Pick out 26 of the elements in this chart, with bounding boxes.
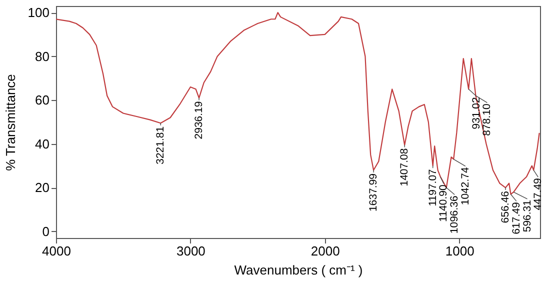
y-tick-label: 0 (42, 224, 50, 239)
annotation: 596.31 (521, 200, 534, 232)
annotation: 1197.07 (426, 168, 439, 206)
y-tick-label: 60 (35, 92, 50, 108)
x-axis-title: Wavenumbers ( cm⁻¹ ) (234, 262, 363, 278)
annotation: 656.46 (500, 190, 512, 224)
x-tick-label: 1000 (445, 244, 474, 258)
y-tick-label: 100 (28, 5, 50, 20)
annotation: 1637.99 (368, 173, 380, 212)
x-tick-label: 2000 (310, 244, 340, 258)
x-tick-label: 4000 (42, 244, 71, 258)
annotation: 1407.08 (398, 148, 411, 186)
annotation: 878.10 (481, 104, 494, 136)
annotation: 617.49 (510, 202, 522, 234)
annotation: 1140.90 (438, 184, 450, 222)
y-tick-label: 40 (35, 136, 50, 152)
annotation: 931.02 (470, 96, 482, 130)
annotation: 1042.74 (459, 167, 472, 206)
y-axis-title: % Transmittance (2, 74, 18, 171)
x-tick-label: 3000 (176, 244, 206, 258)
y-tick-label: 80 (35, 48, 50, 64)
annotation: 1096.36 (448, 195, 461, 234)
y-tick-label: 20 (35, 180, 50, 196)
annotation: 2936.19 (193, 101, 206, 140)
annotation: 3221.81 (154, 126, 167, 164)
annotation: 447.49 (532, 178, 544, 210)
